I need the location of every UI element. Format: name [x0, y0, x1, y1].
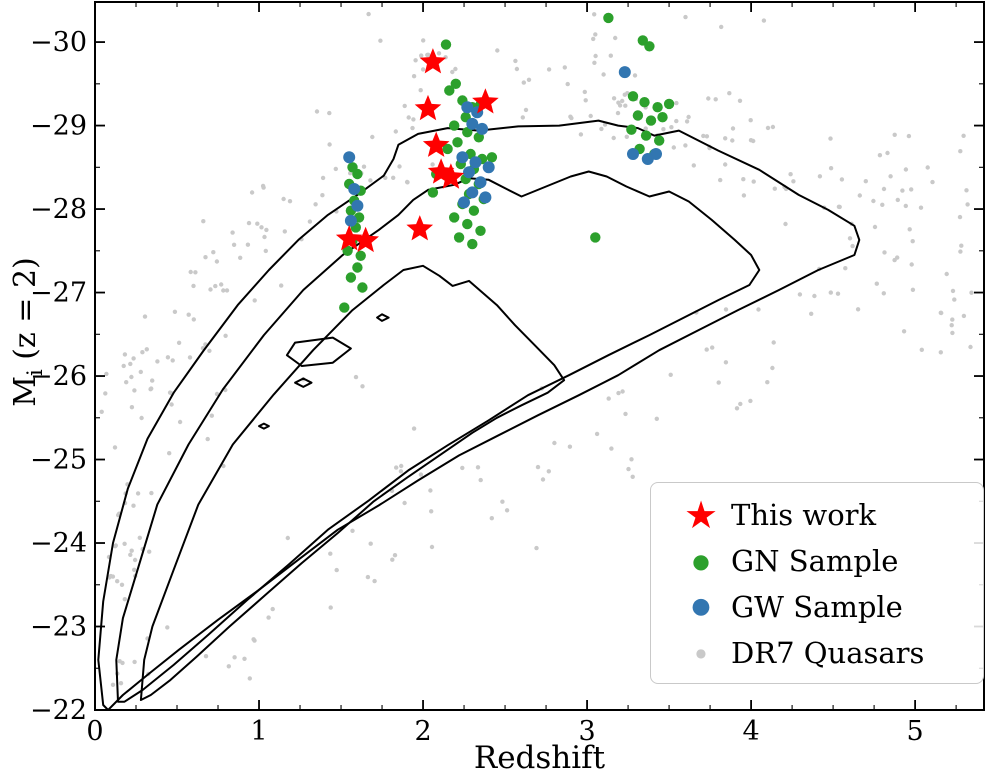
svg-text:−22: −22 [30, 695, 87, 726]
svg-text:−24: −24 [30, 528, 87, 559]
svg-text:−25: −25 [30, 445, 87, 476]
svg-text:−28: −28 [30, 194, 87, 225]
svg-text:−29: −29 [30, 111, 87, 142]
legend: ★ This work ● GN Sample ● GW Sample ● DR… [650, 482, 984, 684]
y-axis-label-subscript: i [23, 369, 47, 377]
dr7-quasars-dot-icon: ● [695, 646, 707, 660]
svg-text:−26: −26 [30, 361, 87, 392]
y-axis-label-prefix: M [8, 376, 43, 407]
svg-text:−30: −30 [30, 27, 87, 58]
legend-label-this-work: This work [731, 498, 877, 532]
svg-text:−27: −27 [30, 278, 87, 309]
svg-text:4: 4 [742, 716, 759, 747]
svg-text:1: 1 [250, 716, 267, 747]
x-axis-label: Redshift [473, 740, 606, 774]
legend-item-gn-sample: ● GN Sample [651, 538, 983, 584]
legend-item-dr7-quasars: ● DR7 Quasars [651, 630, 983, 676]
y-axis-label-suffix: (z = 2) [8, 257, 43, 370]
legend-item-this-work: ★ This work [651, 492, 983, 538]
legend-item-gw-sample: ● GW Sample [651, 584, 983, 630]
svg-text:0: 0 [86, 716, 103, 747]
y-axis-label: Mi (z = 2) [8, 182, 48, 482]
svg-text:5: 5 [907, 716, 924, 747]
legend-label-gn-sample: GN Sample [731, 544, 899, 578]
this-work-star-icon: ★ [683, 493, 719, 537]
gn-sample-dot-icon: ● [692, 549, 710, 573]
legend-label-dr7-quasars: DR7 Quasars [731, 636, 925, 670]
legend-label-gw-sample: GW Sample [731, 590, 903, 624]
svg-text:−23: −23 [30, 612, 87, 643]
svg-text:2: 2 [414, 716, 431, 747]
gw-sample-dot-icon: ● [691, 594, 711, 619]
svg-text:3: 3 [578, 716, 595, 747]
